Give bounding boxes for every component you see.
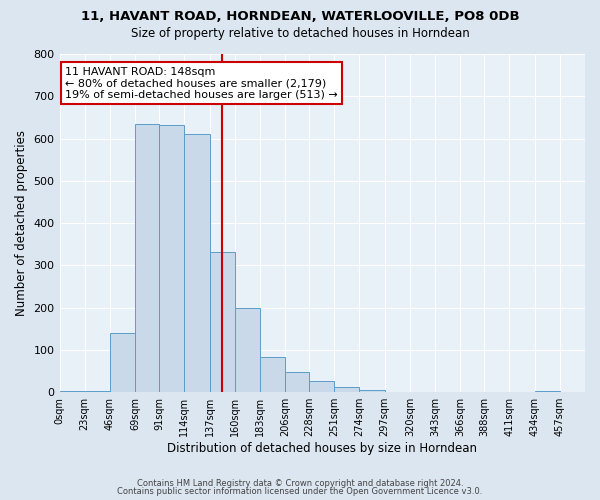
Bar [85, 391, 110, 392]
Bar [59, 391, 85, 392]
Bar [334, 387, 359, 392]
Bar [235, 308, 260, 392]
Bar [159, 125, 184, 392]
Bar [535, 391, 560, 392]
Bar [359, 390, 385, 392]
Bar [209, 252, 235, 392]
Bar [110, 333, 135, 392]
Y-axis label: Number of detached properties: Number of detached properties [15, 130, 28, 316]
Bar [285, 372, 309, 392]
Text: 11, HAVANT ROAD, HORNDEAN, WATERLOOVILLE, PO8 0DB: 11, HAVANT ROAD, HORNDEAN, WATERLOOVILLE… [80, 10, 520, 23]
Bar [309, 381, 334, 392]
Text: Size of property relative to detached houses in Horndean: Size of property relative to detached ho… [131, 28, 469, 40]
Bar [184, 134, 209, 392]
Bar [260, 356, 285, 392]
X-axis label: Distribution of detached houses by size in Horndean: Distribution of detached houses by size … [167, 442, 477, 455]
Text: Contains public sector information licensed under the Open Government Licence v3: Contains public sector information licen… [118, 487, 482, 496]
Text: 11 HAVANT ROAD: 148sqm
← 80% of detached houses are smaller (2,179)
19% of semi-: 11 HAVANT ROAD: 148sqm ← 80% of detached… [65, 66, 338, 100]
Bar [135, 124, 159, 392]
Text: Contains HM Land Registry data © Crown copyright and database right 2024.: Contains HM Land Registry data © Crown c… [137, 478, 463, 488]
